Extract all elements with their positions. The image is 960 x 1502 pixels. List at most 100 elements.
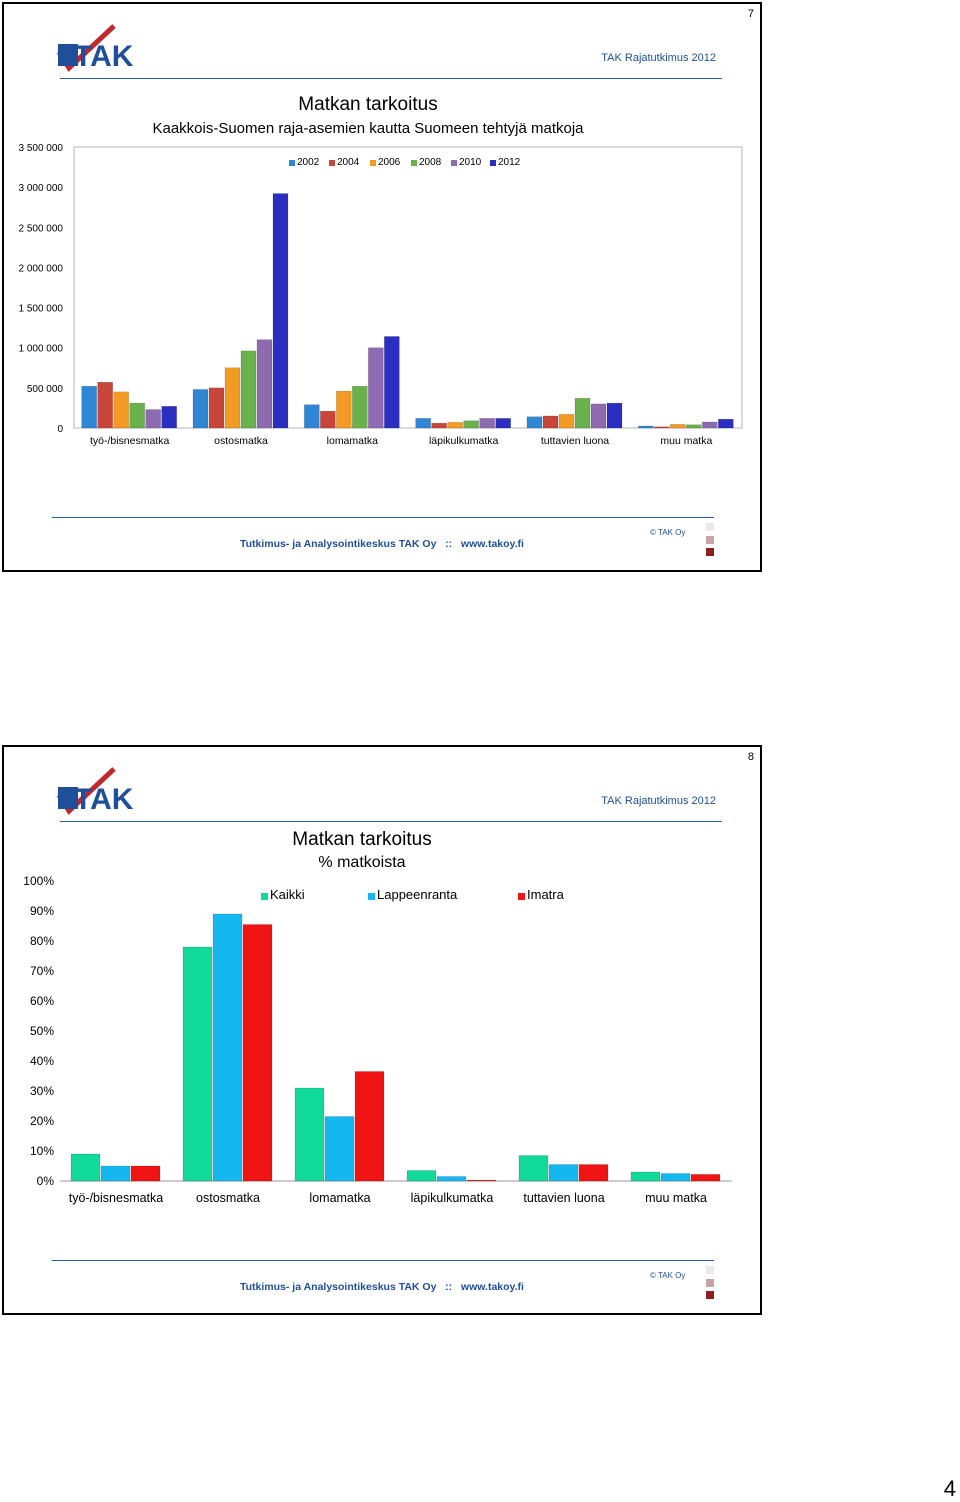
x-tick-label: ostosmatka: [196, 1191, 260, 1205]
x-tick-label: läpikulkumatka: [429, 435, 499, 447]
y-tick-label: 1 000 000: [19, 344, 64, 355]
y-tick-label: 10%: [30, 1144, 54, 1158]
y-tick-label: 0%: [37, 1174, 55, 1188]
bar: [368, 347, 384, 429]
bar: [542, 415, 559, 429]
bar: [638, 425, 654, 429]
bar: [242, 924, 273, 1182]
bar: [654, 426, 670, 429]
chart-purpose-percent: Matkan tarkoitus % matkoista 0% 10% 20% 30% 40…: [23, 829, 732, 1205]
x-tick-label: lomamatka: [327, 435, 379, 447]
y-tick-label: 30%: [30, 1084, 54, 1098]
legend-label: 2008: [419, 157, 442, 168]
page-number: 4: [943, 1476, 956, 1501]
footer-rule: [52, 517, 714, 518]
legend-swatch: [261, 893, 268, 900]
y-tick-label: 500 000: [27, 384, 64, 395]
chart-subtitle: Kaakkois-Suomen raja-asemien kautta Suom…: [152, 120, 584, 137]
bar: [574, 398, 591, 429]
bar: [479, 418, 495, 429]
y-tick-label: 2 500 000: [19, 223, 64, 234]
x-tick-label: muu matka: [660, 435, 712, 447]
bar: [352, 386, 368, 429]
y-tick-label: 3 000 000: [19, 183, 64, 194]
bar: [354, 1071, 385, 1182]
legend-label: 2006: [378, 157, 401, 168]
decor-square-mid: [706, 536, 714, 544]
tak-logo-icon: TAK: [56, 767, 134, 816]
y-tick-label: 2 000 000: [19, 263, 64, 274]
bar: [436, 1176, 467, 1182]
bar: [182, 946, 213, 1182]
slide-number: 8: [747, 751, 754, 763]
legend-swatch: [289, 160, 295, 166]
decor-square-dark: [706, 548, 714, 556]
copyright: © TAK Oy: [650, 1271, 686, 1280]
bar: [272, 193, 289, 429]
y-tick-label: 90%: [30, 904, 54, 918]
bar: [320, 410, 336, 429]
decor-square-light: [706, 1266, 714, 1274]
plot-frame: [73, 146, 743, 429]
svg-text:TAK: TAK: [74, 40, 134, 73]
bar: [466, 1179, 497, 1182]
legend-label: Kaikki: [270, 887, 305, 902]
footer-rule: [52, 1260, 714, 1261]
bar: [578, 1164, 609, 1182]
bar: [256, 339, 273, 429]
bar: [590, 403, 607, 429]
y-tick-label: 100%: [23, 874, 54, 888]
legend-label: 2012: [498, 157, 521, 168]
bar: [100, 1165, 131, 1182]
bar: [630, 1171, 661, 1182]
bar: [384, 336, 400, 429]
decor-square-mid: [706, 1279, 714, 1287]
x-tick-label: työ-/bisnesmatka: [69, 1191, 164, 1205]
chart-purpose-by-year: Matkan tarkoitus Kaakkois-Suomen raja-ase…: [19, 94, 743, 447]
bar: [113, 391, 129, 429]
svg-text:TAK: TAK: [74, 783, 134, 816]
x-tick-label: tuttavien luona: [541, 435, 609, 447]
bar: [606, 402, 623, 429]
bar: [406, 1170, 437, 1182]
slide-8: 8 TAK TAK Rajatutkimus 2012 Matkan tarko…: [2, 745, 762, 1315]
header-rule: [60, 821, 722, 822]
legend-swatch: [370, 160, 376, 166]
legend-swatch: [411, 160, 417, 166]
bar: [686, 424, 702, 429]
bar: [447, 422, 463, 429]
bar: [81, 386, 97, 429]
y-tick-label: 70%: [30, 964, 54, 978]
bar: [97, 381, 113, 429]
bar: [526, 416, 543, 429]
legend-swatch: [329, 160, 335, 166]
x-tick-label: ostosmatka: [214, 435, 268, 447]
legend-swatch: [368, 893, 375, 900]
y-tick-label: 1 500 000: [19, 304, 64, 315]
bar: [212, 913, 243, 1182]
bar: [161, 406, 177, 429]
footer-text: Tutkimus- ja Analysointikeskus TAK Oy ::…: [240, 1281, 524, 1293]
x-tick-label: läpikulkumatka: [411, 1191, 494, 1205]
y-tick-label: 50%: [30, 1024, 54, 1038]
bar: [324, 1116, 355, 1182]
bar: [129, 402, 145, 429]
x-tick-label: muu matka: [645, 1191, 707, 1205]
y-tick-label: 3 500 000: [19, 143, 64, 154]
bar: [70, 1153, 101, 1182]
chart-title: Matkan tarkoitus: [292, 829, 431, 850]
bar: [660, 1173, 691, 1182]
x-tick-label: työ-/bisnesmatka: [90, 435, 170, 447]
bar: [518, 1155, 549, 1182]
y-tick-label: 60%: [30, 994, 54, 1008]
y-tick-label: 20%: [30, 1114, 54, 1128]
tagline: TAK Rajatutkimus 2012: [601, 52, 716, 64]
header-rule: [60, 78, 722, 79]
y-tick-label: 80%: [30, 934, 54, 948]
bar: [558, 414, 575, 429]
bar: [304, 404, 320, 429]
y-tick-label: 0: [57, 424, 63, 435]
legend-label: Imatra: [527, 887, 565, 902]
x-tick-label: tuttavien luona: [523, 1191, 604, 1205]
bar: [224, 367, 241, 429]
